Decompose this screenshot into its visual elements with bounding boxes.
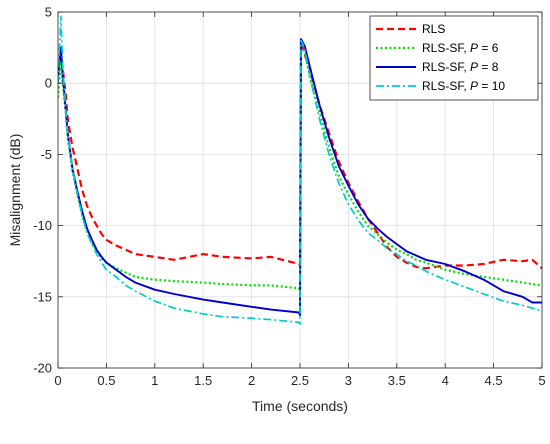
x-tick-label: 3 [345,373,352,388]
y-tick-label: -5 [40,147,52,162]
x-tick-label: 4.5 [485,373,503,388]
x-tick-label: 0 [54,373,61,388]
legend-label-param: P [470,79,478,93]
y-tick-label: -15 [33,289,52,304]
y-tick-label: -20 [33,361,52,376]
series-lines [58,15,542,325]
axis-ticks: 0 0.5 1 1.5 2 2.5 3 3.5 4 4.5 5 5 0 -5 -10 -15 -20 [33,5,545,389]
x-tick-label: 5 [538,373,545,388]
x-tick-label: 1.5 [194,373,212,388]
legend-label-value: = 10 [478,79,505,93]
legend-label-text: RLS-SF, [422,79,470,93]
legend-label-text: RLS-SF, [422,41,470,55]
x-axis-label: Time (seconds) [252,398,348,414]
x-tick-label: 2 [248,373,255,388]
x-tick-label: 0.5 [97,373,115,388]
legend-label-param: P [470,60,478,74]
y-tick-label: -10 [33,218,52,233]
x-tick-label: 1 [151,373,158,388]
y-axis-label: Misalignment (dB) [7,134,23,247]
series-line-3 [58,38,542,317]
legend-label-4: RLS-SF, P = 10 [422,79,505,93]
legend-label-text: RLS-SF, [422,60,470,74]
legend-label-value: = 8 [478,60,499,74]
x-tick-label: 2.5 [291,373,309,388]
legend-label-param: P [470,41,478,55]
x-tick-label: 3.5 [388,373,406,388]
legend-label-text: RLS [422,22,445,36]
legend-label-1: RLS [422,22,445,36]
legend-label-3: RLS-SF, P = 8 [422,60,499,74]
y-tick-label: 0 [45,76,52,91]
y-tick-label: 5 [45,5,52,20]
legend-label-2: RLS-SF, P = 6 [422,41,499,55]
legend-label-value: = 6 [478,41,499,55]
series-line-4 [58,15,542,325]
x-tick-label: 4 [442,373,449,388]
